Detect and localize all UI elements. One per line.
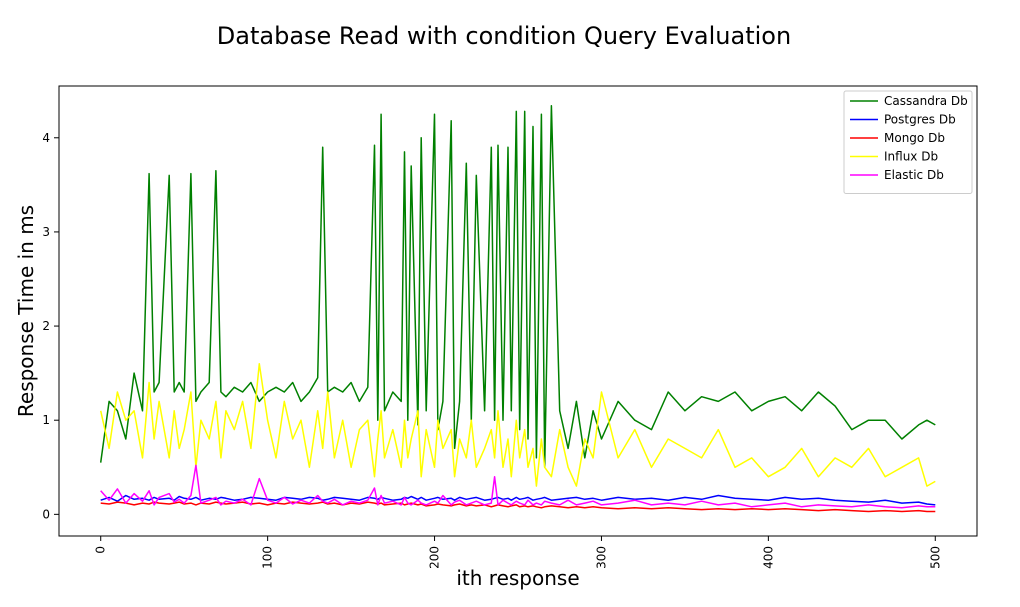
y-axis-label: Response Time in ms bbox=[14, 205, 38, 417]
y-tick-label: 4 bbox=[42, 131, 50, 145]
x-tick-label: 200 bbox=[428, 546, 442, 569]
x-tick-label: 100 bbox=[261, 546, 275, 569]
y-tick-label: 3 bbox=[42, 225, 50, 239]
legend: Cassandra Db Postgres Db Mongo Db Influx Db… bbox=[843, 90, 973, 194]
y-axis: 0 1 2 3 4 bbox=[42, 131, 59, 521]
x-tick-label: 300 bbox=[594, 546, 608, 569]
y-tick-label: 2 bbox=[42, 319, 50, 333]
x-tick-label: 400 bbox=[761, 546, 775, 569]
x-tick-label: 0 bbox=[94, 546, 108, 554]
series-line-elastic-db bbox=[100, 464, 936, 509]
series-line-cassandra-db bbox=[99, 105, 936, 469]
series-line-mongo-db bbox=[100, 501, 936, 513]
x-tick-label: 500 bbox=[928, 546, 942, 569]
legend-label: Postgres Db bbox=[884, 113, 956, 127]
legend-box bbox=[843, 90, 973, 194]
plot-frame bbox=[58, 85, 978, 537]
legend-label: Mongo Db bbox=[884, 131, 945, 145]
plot-area bbox=[99, 105, 936, 513]
y-tick-label: 1 bbox=[42, 413, 50, 427]
y-tick-label: 0 bbox=[42, 507, 50, 521]
series-line-postgres-db bbox=[100, 494, 936, 506]
legend-label: Cassandra Db bbox=[884, 94, 968, 108]
x-axis-label: ith response bbox=[456, 566, 579, 590]
legend-label: Influx Db bbox=[884, 150, 938, 164]
series-line-influx-db bbox=[99, 362, 936, 487]
chart-title: Database Read with condition Query Evalu… bbox=[217, 22, 791, 50]
legend-label: Elastic Db bbox=[884, 168, 944, 182]
x-axis: 0 100 200 300 400 500 bbox=[94, 536, 942, 569]
